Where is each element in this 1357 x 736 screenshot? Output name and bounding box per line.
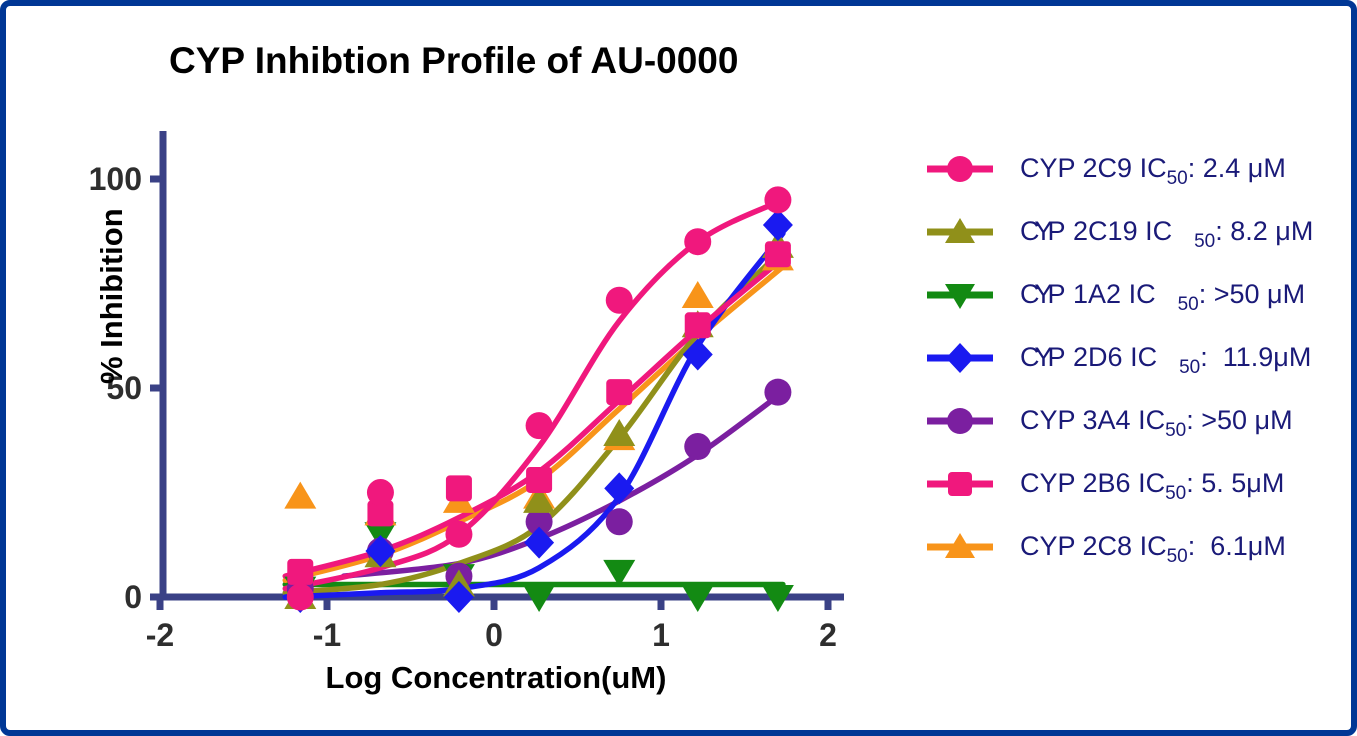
data-point-square <box>287 558 314 585</box>
data-point-diamond <box>604 472 635 505</box>
data-point-circle <box>605 286 633 314</box>
data-point-circle <box>684 228 712 256</box>
x-tick-label: 2 <box>819 617 837 653</box>
legend-entry: CYP 2B6 IC50: 5. 5μM <box>924 452 1313 515</box>
data-point-diamond <box>443 581 474 613</box>
circle-legend-icon <box>924 147 996 191</box>
legend-entry-label: CYP 2C9 IC50: 2.4 μM <box>1020 153 1286 189</box>
legend-entry: CYP 2D6 IC 50: 11.9μM <box>924 326 1313 389</box>
ic50-subscript: 50 <box>1166 168 1188 189</box>
data-point-triangle-up <box>284 481 317 509</box>
data-point-diamond <box>524 526 555 559</box>
ic50-subscript: 50 <box>1179 357 1201 378</box>
data-point-square <box>445 475 472 502</box>
fit-curve <box>340 389 786 579</box>
legend-entry-label: CYP 2B6 IC50: 5. 5μM <box>1020 468 1285 504</box>
x-tick-label: 0 <box>485 617 503 653</box>
data-point-triangle-down <box>681 585 714 612</box>
enzyme-name: CYP 2B6 <box>1020 468 1131 498</box>
x-tick-label: -1 <box>313 617 341 653</box>
legend-entry: CYP 2C8 IC50: 6.1μM <box>924 515 1313 578</box>
triangle-down-legend-icon <box>924 273 996 317</box>
ic50-subscript: 50 <box>1166 546 1188 567</box>
data-point-circle <box>286 583 314 611</box>
x-tick-label: -2 <box>146 617 174 653</box>
data-point-circle <box>764 378 792 406</box>
ic50-value: 8.2 μM <box>1230 216 1314 246</box>
plot-area: 0 50 100 -2 -1 0 1 2 <box>89 131 844 653</box>
ic50-value: >50 μM <box>1213 279 1306 309</box>
enzyme-name: CYP 3A4 <box>1020 405 1131 435</box>
diamond-legend-icon <box>924 336 996 380</box>
x-tick-label: 1 <box>652 617 670 653</box>
data-point-square <box>606 379 633 406</box>
data-point-triangle-up <box>523 485 556 513</box>
legend-entry-label: CYP 2C19 IC 50: 8.2 μM <box>1020 216 1314 252</box>
legend-entry: CYP 3A4 IC50: >50 μM <box>924 389 1313 452</box>
legend-entry-label: CYP 2C8 IC50: 6.1μM <box>1020 531 1286 567</box>
legend-entry: CYP 2C19 IC 50: 8.2 μM <box>924 200 1313 263</box>
enzyme-name: CYP 2D6 <box>1020 342 1123 372</box>
ic50-value: 2.4 μM <box>1202 153 1286 183</box>
legend: CYP 2C9 IC50: 2.4 μM CYP 2C19 IC 50: 8.2 μ… <box>924 137 1313 578</box>
enzyme-name: CYP 2C9 <box>1020 153 1133 183</box>
data-point-triangle-down <box>761 585 794 612</box>
ic50-subscript: 50 <box>1177 294 1199 315</box>
data-point-square <box>526 466 553 493</box>
data-point-circle <box>445 520 473 548</box>
ic50-value: 6.1μM <box>1202 531 1286 561</box>
data-point-square <box>367 500 394 527</box>
data-point-triangle-down <box>603 559 636 587</box>
data-point-circle <box>764 186 792 214</box>
y-tick-label: 0 <box>124 579 142 615</box>
triangle-up-legend-icon <box>924 525 996 569</box>
data-point-circle <box>525 508 553 536</box>
data-point-square <box>764 241 791 268</box>
legend-entry: CYP 2C9 IC50: 2.4 μM <box>924 137 1313 200</box>
ic50-value: 11.9μM <box>1215 342 1312 372</box>
legend-entry-label: CYP 1A2 IC 50: >50 μM <box>1020 279 1306 315</box>
data-point-circle <box>525 412 553 440</box>
enzyme-name: CYP 2C19 <box>1020 216 1138 246</box>
legend-entry-label: CYP 2D6 IC 50: 11.9μM <box>1020 342 1312 378</box>
data-point-circle <box>684 433 712 461</box>
enzyme-name: CYP 2C8 <box>1020 531 1133 561</box>
y-axis-label: % Inhibition <box>93 208 129 384</box>
ic50-subscript: 50 <box>1165 483 1187 504</box>
data-point-circle <box>605 508 633 536</box>
legend-entry: CYP 1A2 IC 50: >50 μM <box>924 263 1313 326</box>
circle-legend-icon <box>924 399 996 443</box>
y-tick-label: 50 <box>106 370 142 406</box>
legend-entry-label: CYP 3A4 IC50: >50 μM <box>1020 405 1293 441</box>
enzyme-name: CYP 1A2 <box>1020 279 1122 309</box>
square-legend-icon <box>924 462 996 506</box>
data-point-triangle-up <box>603 418 636 446</box>
chart-title: CYP Inhibtion Profile of AU-0000 <box>169 40 739 81</box>
data-point-triangle-up <box>681 281 714 309</box>
y-tick-label: 100 <box>89 161 142 197</box>
ic50-subscript: 50 <box>1194 231 1216 252</box>
data-point-diamond <box>365 535 396 568</box>
data-point-triangle-down <box>523 585 556 612</box>
x-axis-label: Log Concentration(uM) <box>325 660 667 695</box>
ic50-value: >50 μM <box>1201 405 1293 435</box>
triangle-up-legend-icon <box>924 210 996 254</box>
data-point-square <box>684 312 711 339</box>
data-point-circle <box>366 479 394 506</box>
ic50-value: 5. 5μM <box>1201 468 1285 498</box>
data-point-diamond <box>762 208 793 241</box>
ic50-subscript: 50 <box>1165 420 1187 441</box>
data-point-diamond <box>682 338 713 371</box>
